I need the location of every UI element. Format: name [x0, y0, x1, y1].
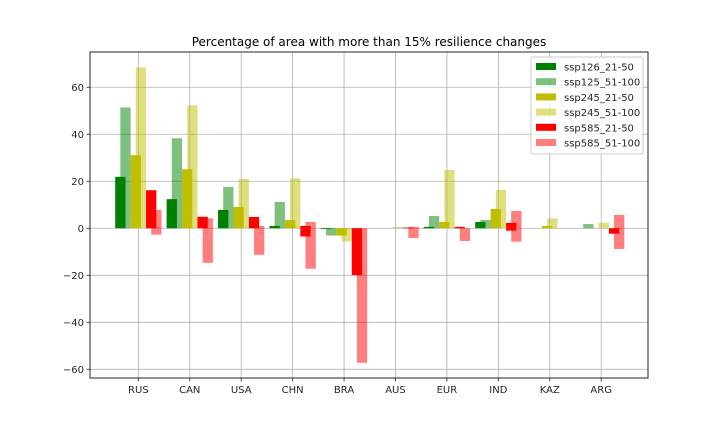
- bar-ssp126_21-50-USA-pos: [218, 209, 229, 229]
- bar-ssp585_51-100-IND-pos: [511, 210, 522, 229]
- bar-ssp585_21-50-RUS-pos: [146, 190, 157, 229]
- bar-ssp126_21-50-CAN-pos: [166, 199, 177, 229]
- bar-ssp585_21-50-IND-neg: [506, 228, 517, 231]
- bar-ssp585_21-50-EUR-pos: [454, 226, 465, 229]
- bar-ssp126_21-50-EUR-pos: [423, 226, 435, 229]
- y-tick-label: −60: [63, 365, 84, 376]
- bar-ssp126_21-50-CHN-pos: [269, 225, 280, 229]
- bar-ssp585_21-50-CAN-pos: [197, 216, 208, 229]
- bar-ssp125_51-100-EUR-pos: [428, 216, 440, 229]
- bar-ssp585_21-50-CHN-pos: [300, 225, 311, 229]
- bar-ssp585_51-100-USA-neg: [254, 228, 265, 255]
- bar-ssp245_51-100-AUS-pos: [392, 226, 404, 229]
- y-tick-label: 60: [71, 83, 84, 94]
- bar-ssp585_51-100-RUS-neg: [151, 228, 162, 235]
- bar-ssp585_51-100-BRA-neg: [356, 228, 368, 363]
- x-tick-label: BRA: [334, 385, 354, 396]
- legend-swatch-ssp125_51-100: [536, 78, 556, 86]
- bar-ssp245_21-50-BRA-neg: [336, 228, 347, 236]
- x-tick-label: KAZ: [540, 385, 560, 396]
- bar-ssp125_51-100-USA-pos: [223, 186, 234, 229]
- x-tick-label: CAN: [179, 385, 200, 396]
- x-tick-label: RUS: [128, 385, 149, 396]
- bar-ssp245_51-100-KAZ-pos: [547, 218, 558, 229]
- bar-ssp245_51-100-CHN-pos: [290, 178, 301, 229]
- bar-ssp585_51-100-ARG-neg: [614, 228, 625, 249]
- bar-ssp245_21-50-USA-pos: [233, 206, 244, 229]
- legend-label-ssp125_51-100: ssp125_51-100: [564, 78, 640, 89]
- bar-ssp245_21-50-IND-pos: [490, 209, 501, 229]
- legend: ssp126_21-50 ssp125_51-100 ssp245_21-50ssp…: [530, 56, 644, 155]
- legend-label-ssp245_21-50: ssp245_21-50: [564, 93, 634, 104]
- legend-swatch-ssp585_51-100: [536, 139, 556, 146]
- x-tick-label: EUR: [437, 385, 458, 396]
- bar-ssp585_21-50-ARG-neg: [608, 228, 620, 234]
- bar-ssp126_21-50-BRA-neg: [320, 228, 332, 230]
- bar-ssp245_21-50-CHN-pos: [284, 220, 296, 229]
- chart-title: Percentage of area with more than 15% re…: [192, 35, 547, 49]
- legend-label-ssp585_51-100: ssp585_51-100: [564, 139, 640, 150]
- bar-ssp245_51-100-CAN-pos: [187, 105, 198, 229]
- bar-ssp245_21-50-KAZ-pos: [542, 225, 553, 229]
- legend-swatch-ssp245_21-50: [536, 93, 556, 101]
- bar-ssp245_21-50-EUR-pos: [439, 221, 450, 229]
- bar-ssp585_51-100-AUS-neg: [408, 228, 419, 238]
- y-tick-label: 0: [78, 224, 84, 235]
- y-tick-label: −40: [63, 318, 84, 329]
- legend-label-ssp245_51-100: ssp245_51-100: [564, 108, 640, 119]
- bar-ssp126_21-50-RUS-pos: [115, 176, 126, 229]
- bar-ssp125_51-100-CHN-pos: [274, 201, 285, 229]
- y-tick-label: 20: [71, 177, 84, 188]
- bar-ssp126_21-50-IND-pos: [475, 221, 486, 229]
- legend-swatch-ssp126_21-50: [536, 63, 556, 70]
- bar-ssp125_51-100-ARG-pos: [583, 224, 594, 229]
- legend-box: [530, 56, 644, 155]
- bar-ssp585_51-100-CHN-pos: [305, 221, 316, 229]
- bar-ssp585_21-50-BRA-neg: [351, 228, 363, 276]
- bar-ssp585_21-50-AUS-pos: [403, 227, 414, 229]
- bar-ssp585_51-100-CHN-neg: [305, 228, 316, 269]
- bar-ssp245_51-100-ARG-pos: [598, 222, 609, 229]
- bar-ssp245_21-50-CAN-pos: [182, 169, 193, 229]
- bars-layer: [115, 67, 625, 363]
- ticks-layer: RUS CAN USA CHN BRA AUS EUR IND KAZ ARG −60 −40 −20 0…: [63, 83, 612, 396]
- x-tick-label: AUS: [385, 385, 406, 396]
- x-tick-label: IND: [489, 385, 507, 396]
- y-tick-label: 40: [71, 130, 84, 141]
- bar-ssp245_51-100-USA-pos: [238, 178, 249, 229]
- bar-ssp585_21-50-USA-pos: [248, 216, 260, 229]
- bar-ssp585_51-100-IND-neg: [511, 228, 522, 242]
- bar-ssp585_51-100-CAN-neg: [202, 228, 213, 263]
- bar-ssp585_21-50-CHN-neg: [300, 228, 311, 237]
- bar-ssp125_51-100-BRA-neg: [326, 228, 337, 236]
- bar-ssp245_51-100-EUR-pos: [444, 169, 455, 229]
- legend-swatch-ssp585_21-50: [536, 123, 556, 131]
- bar-ssp125_51-100-RUS-pos: [120, 107, 131, 229]
- y-tick-label: −20: [63, 271, 84, 282]
- x-tick-label: CHN: [282, 385, 304, 396]
- x-tick-label: USA: [231, 385, 252, 396]
- bar-ssp125_51-100-CAN-pos: [171, 138, 183, 229]
- x-tick-label: ARG: [590, 385, 612, 396]
- bar-ssp585_51-100-EUR-neg: [459, 228, 471, 241]
- legend-label-ssp126_21-50: ssp126_21-50: [564, 63, 634, 74]
- bar-ssp245_21-50-RUS-pos: [130, 155, 141, 229]
- plot-frame: [89, 51, 649, 379]
- bar-ssp585_21-50-IND-pos: [506, 222, 517, 229]
- legend-label-ssp585_21-50: ssp585_21-50: [564, 123, 634, 134]
- bar-ssp585_51-100-ARG-pos: [614, 214, 625, 229]
- bar-ssp245_51-100-RUS-pos: [135, 67, 147, 229]
- legend-swatch-ssp245_51-100: [536, 108, 556, 116]
